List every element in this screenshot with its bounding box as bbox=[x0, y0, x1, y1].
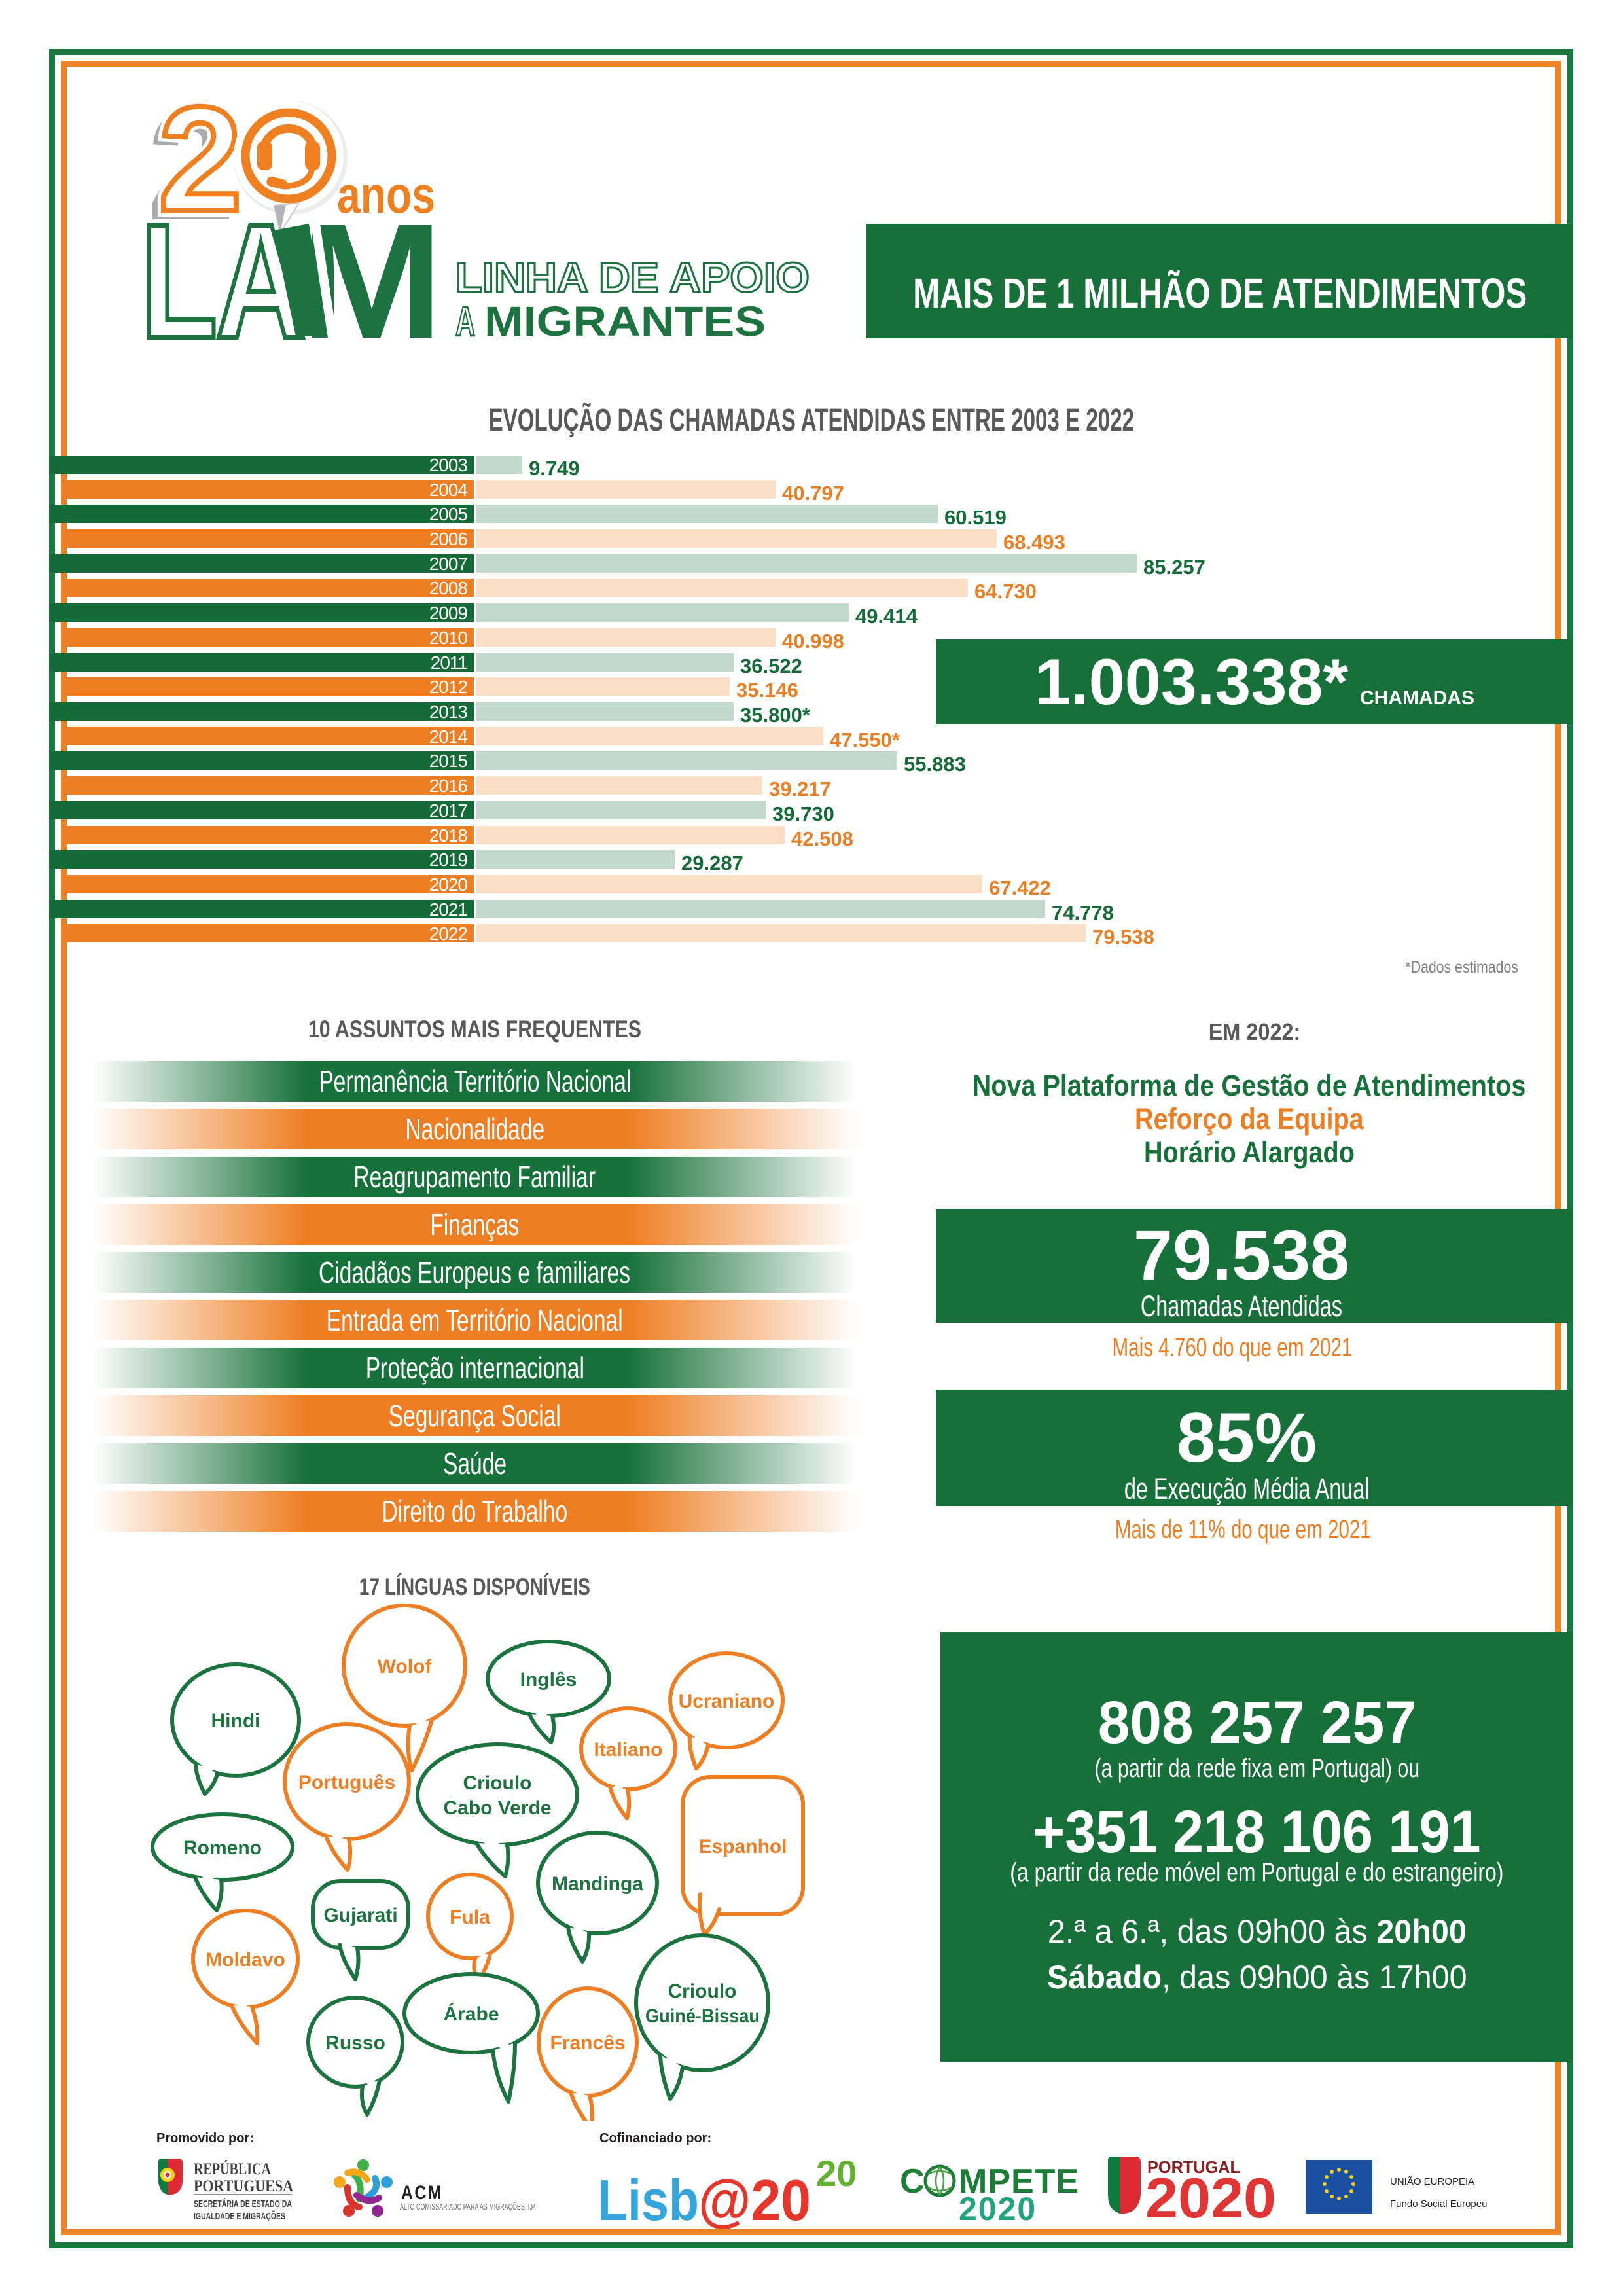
svg-text:MIGRANTES: MIGRANTES bbox=[484, 298, 766, 345]
svg-text:Inglês: Inglês bbox=[520, 1669, 577, 1691]
svg-text:ACM: ACM bbox=[401, 2182, 443, 2204]
svg-text:Cabo Verde: Cabo Verde bbox=[443, 1797, 551, 1819]
svg-text:Italiano: Italiano bbox=[594, 1739, 662, 1761]
svg-text:Árabe: Árabe bbox=[443, 2003, 499, 2025]
svg-text:Russo: Russo bbox=[325, 2032, 385, 2054]
svg-text:2020: 2020 bbox=[959, 2191, 1037, 2227]
svg-text:ALTO COMISSARIADO PARA AS MIGR: ALTO COMISSARIADO PARA AS MIGRAÇÕES, I.P… bbox=[400, 2202, 536, 2212]
svg-text:Mandinga: Mandinga bbox=[552, 1873, 643, 1895]
svg-text:Fula: Fula bbox=[450, 1907, 490, 1928]
svg-text:@20: @20 bbox=[698, 2168, 811, 2232]
svg-text:C: C bbox=[900, 2162, 925, 2200]
svg-text:Hindi: Hindi bbox=[211, 1710, 260, 1732]
svg-text:anos: anos bbox=[337, 166, 435, 224]
svg-text:UNIÃO EUROPEIA: UNIÃO EUROPEIA bbox=[1390, 2176, 1474, 2187]
svg-text:2: 2 bbox=[158, 77, 242, 243]
svg-text:LA: LA bbox=[141, 190, 304, 367]
svg-text:Romeno: Romeno bbox=[183, 1837, 262, 1859]
svg-text:2020: 2020 bbox=[1145, 2167, 1276, 2230]
svg-text:LINHA DE APOIO: LINHA DE APOIO bbox=[455, 254, 810, 301]
svg-text:Fundo Social Europeu: Fundo Social Europeu bbox=[1390, 2198, 1487, 2210]
svg-text:Crioulo: Crioulo bbox=[463, 1772, 532, 1794]
svg-text:MPETE: MPETE bbox=[959, 2162, 1079, 2200]
svg-text:Espanhol: Espanhol bbox=[698, 1836, 787, 1857]
svg-text:2: 2 bbox=[149, 83, 233, 249]
svg-text:Lisb: Lisb bbox=[597, 2168, 699, 2232]
svg-text:20: 20 bbox=[816, 2153, 857, 2194]
svg-text:Crioulo: Crioulo bbox=[668, 1981, 737, 2002]
svg-text:Francês: Francês bbox=[550, 2032, 625, 2054]
svg-text:SECRETÁRIA DE ESTADO DA: SECRETÁRIA DE ESTADO DA bbox=[194, 2198, 292, 2210]
svg-text:REPÚBLICA: REPÚBLICA bbox=[194, 2160, 271, 2178]
svg-text:IGUALDADE E MIGRAÇÕES: IGUALDADE E MIGRAÇÕES bbox=[194, 2210, 285, 2222]
svg-text:Moldavo: Moldavo bbox=[205, 1949, 285, 1971]
svg-text:2: 2 bbox=[158, 77, 242, 243]
svg-text:Ucraniano: Ucraniano bbox=[679, 1691, 775, 1712]
svg-text:Guiné-Bissau: Guiné-Bissau bbox=[645, 2005, 760, 2027]
svg-text:PORTUGUESA: PORTUGUESA bbox=[194, 2178, 293, 2195]
svg-text:Gujarati: Gujarati bbox=[323, 1905, 397, 1926]
svg-text:PORTUGAL: PORTUGAL bbox=[1147, 2157, 1240, 2177]
svg-text:A: A bbox=[455, 298, 475, 345]
svg-text:Wolof: Wolof bbox=[378, 1656, 433, 1677]
svg-text:Português: Português bbox=[298, 1772, 395, 1793]
